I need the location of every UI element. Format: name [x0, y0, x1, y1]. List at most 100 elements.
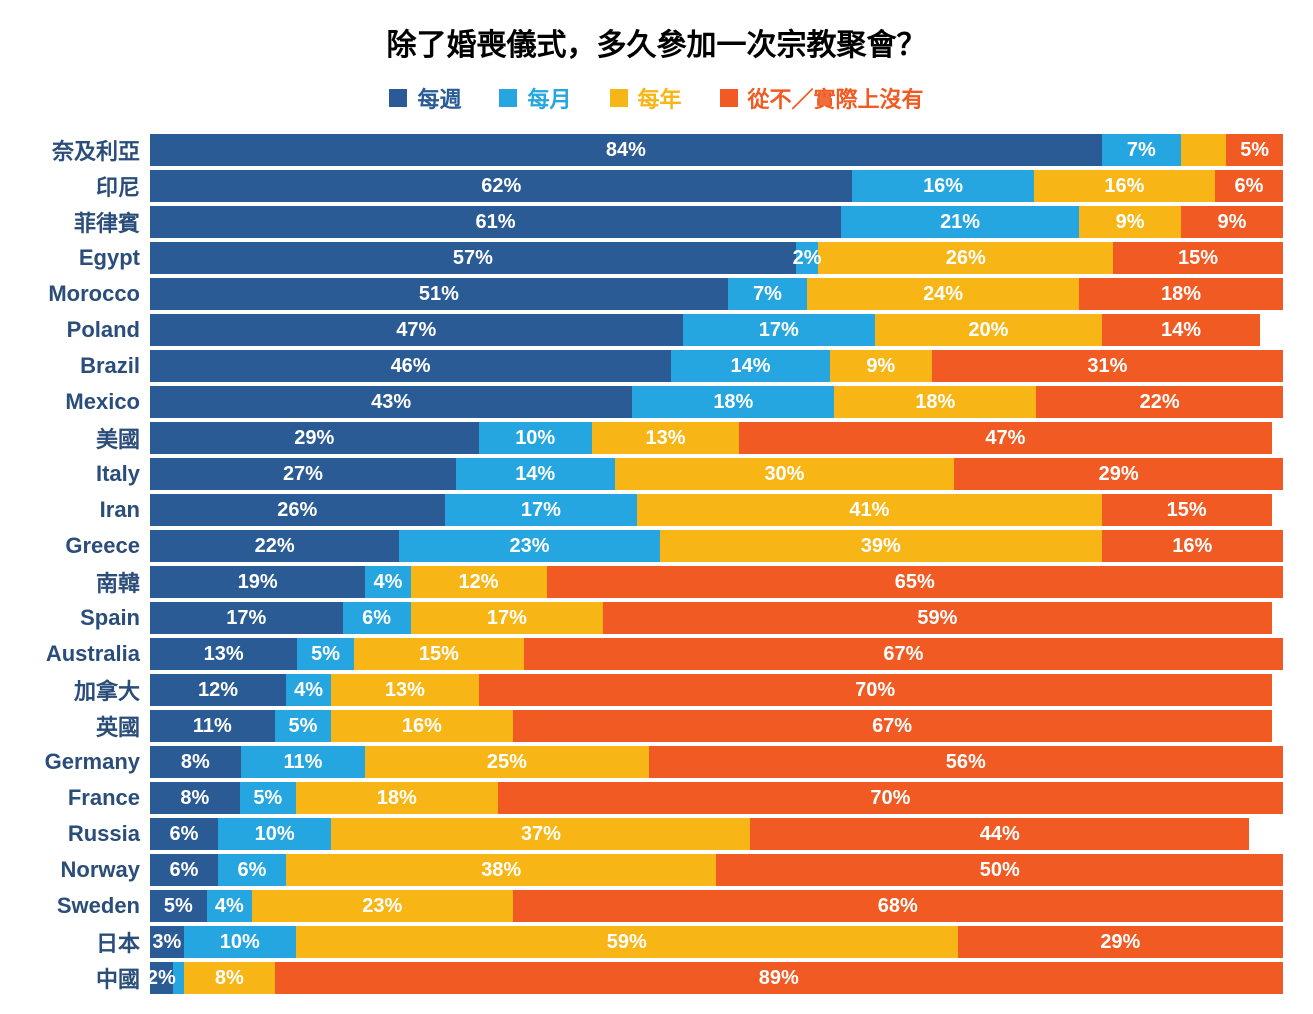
bar-segment-yearly: 17%: [411, 602, 604, 634]
segment-value: 44%: [980, 823, 1020, 846]
segment-value: 59%: [917, 607, 957, 630]
bar-segment-never: 5%: [1226, 134, 1283, 166]
bar: 27% 14%30% 29%: [150, 458, 1283, 490]
bar-segment-yearly: 12%: [411, 566, 547, 598]
bar-segment-monthly: 7%: [728, 278, 807, 310]
bar-segment-yearly: 30%: [615, 458, 955, 490]
bar-segment-weekly: 27%: [150, 458, 456, 490]
row-label: Poland: [30, 317, 150, 343]
segment-value: 10%: [220, 931, 260, 954]
bar: 43%18%18%22%: [150, 386, 1283, 418]
bar-segment-never: 70%: [498, 782, 1283, 814]
legend-item-never: 從不／實際上沒有: [720, 82, 924, 114]
bar-row: Sweden5%4%23%68%: [30, 890, 1283, 922]
bar-segment-never: 6%: [1215, 170, 1283, 202]
bar-segment-yearly: 38%: [286, 854, 717, 886]
legend-item-yearly: 每年: [610, 82, 682, 114]
legend-label: 每年: [638, 82, 682, 114]
segment-value: 41%: [849, 499, 889, 522]
segment-value: 13%: [645, 427, 685, 450]
bar-segment-yearly: 16%: [1034, 170, 1215, 202]
bar-row: 奈及利亞84%7%5%: [30, 134, 1283, 166]
segment-value: 22%: [1140, 391, 1180, 414]
bar-segment-monthly: 5%: [275, 710, 332, 742]
bar-row: France8%5%18%70%: [30, 782, 1283, 814]
bar-segment-weekly: 8%: [150, 746, 241, 778]
segment-value: 6%: [170, 823, 199, 846]
bar: 47%17%20%14%: [150, 314, 1283, 346]
bar: 6%6%38%50%: [150, 854, 1283, 886]
bar-row: Egypt57%2%26%15%: [30, 242, 1283, 274]
segment-value: 13%: [385, 679, 425, 702]
segment-value: 8%: [180, 787, 209, 810]
segment-value: 19%: [238, 571, 278, 594]
bar-segment-monthly: 16%: [852, 170, 1033, 202]
row-label: France: [30, 785, 150, 811]
segment-value: 70%: [855, 679, 895, 702]
segment-value: 27%: [283, 463, 323, 486]
bar-segment-monthly: 4%: [207, 890, 252, 922]
bar: 8%5%18%70%: [150, 782, 1283, 814]
segment-value: 22%: [255, 535, 295, 558]
bar-segment-never: 56%: [649, 746, 1283, 778]
segment-value: 15%: [1167, 499, 1207, 522]
bar: 29%10%13%47%: [150, 422, 1283, 454]
bar-segment-monthly: 18%: [632, 386, 834, 418]
bar-segment-monthly: 5%: [297, 638, 354, 670]
segment-value: 11%: [283, 751, 322, 774]
bar-segment-weekly: 17%: [150, 602, 343, 634]
bar: 57%2%26%15%: [150, 242, 1283, 274]
bar-segment-weekly: 11%: [150, 710, 275, 742]
segment-value: 8%: [181, 751, 210, 774]
segment-value: 89%: [759, 967, 799, 990]
bar-segment-yearly: 15%: [354, 638, 524, 670]
bar-segment-monthly: 6%: [218, 854, 286, 886]
bar-segment-never: 68%: [513, 890, 1283, 922]
bar-segment-monthly: 14%: [456, 458, 615, 490]
bar-segment-never: 70%: [479, 674, 1272, 706]
segment-value: 11%: [193, 715, 232, 738]
segment-value: 26%: [277, 499, 317, 522]
bar-row: Morocco51%7%24%18%: [30, 278, 1283, 310]
bar-row: Poland47%17%20%14%: [30, 314, 1283, 346]
bar-segment-monthly: 17%: [683, 314, 876, 346]
segment-value: 7%: [753, 283, 782, 306]
bar-segment-weekly: 84%: [150, 134, 1102, 166]
bar-segment-never: 31%: [932, 350, 1283, 382]
segment-value: 29%: [1100, 931, 1140, 954]
bar-segment-monthly: 10%: [479, 422, 592, 454]
segment-value: 65%: [895, 571, 935, 594]
bar-segment-never: 67%: [524, 638, 1283, 670]
bar-row: Australia13%5%15%67%: [30, 638, 1283, 670]
segment-value: 61%: [476, 211, 516, 234]
legend-label: 從不／實際上沒有: [748, 82, 924, 114]
bar-segment-weekly: 3%: [150, 926, 184, 958]
bar-segment-yearly: 26%: [818, 242, 1113, 274]
segment-value: 26%: [946, 247, 986, 270]
bar-segment-never: 44%: [750, 818, 1249, 850]
bar-segment-weekly: 62%: [150, 170, 852, 202]
segment-value: 6%: [170, 859, 199, 882]
segment-value: 2%: [793, 247, 822, 270]
segment-value: 18%: [713, 391, 753, 414]
bar-segment-monthly: 6%: [343, 602, 411, 634]
segment-value: 46%: [391, 355, 431, 378]
bar-segment-weekly: 57%: [150, 242, 796, 274]
bar-segment-monthly: 14%: [671, 350, 830, 382]
bar-segment-never: 14%: [1102, 314, 1261, 346]
segment-value: 84%: [606, 139, 646, 162]
row-label: Iran: [30, 497, 150, 523]
bar-row: 英國11%5%16%67%: [30, 710, 1283, 742]
bar-segment-weekly: 12%: [150, 674, 286, 706]
segment-value: 5%: [164, 895, 193, 918]
segment-value: 17%: [226, 607, 266, 630]
bar-segment-monthly: 10%: [218, 818, 331, 850]
legend-label: 每月: [527, 82, 571, 114]
segment-value: 9%: [866, 355, 895, 378]
segment-value: 10%: [255, 823, 295, 846]
bar-segment-yearly: 13%: [592, 422, 739, 454]
segment-value: 16%: [1104, 175, 1144, 198]
bar-row: 菲律賓61%21%9%9%: [30, 206, 1283, 238]
segment-value: 18%: [377, 787, 417, 810]
segment-value: 29%: [1099, 463, 1139, 486]
